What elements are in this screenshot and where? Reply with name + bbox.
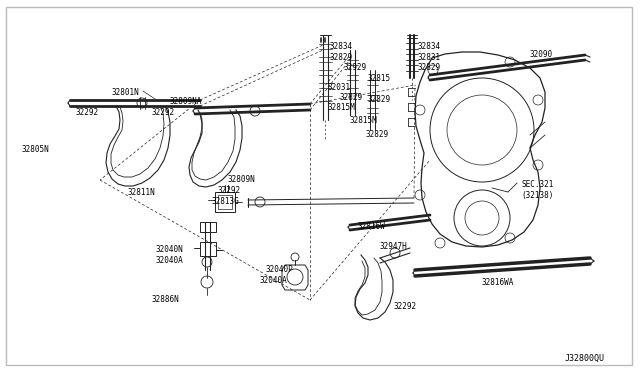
Text: 32040P: 32040P xyxy=(265,265,292,274)
Text: 32801N: 32801N xyxy=(112,88,140,97)
Text: 32292: 32292 xyxy=(218,186,241,195)
Text: 32811N: 32811N xyxy=(128,188,156,197)
Text: 32829: 32829 xyxy=(340,93,363,102)
Text: 32815M: 32815M xyxy=(327,103,355,112)
Text: 32829: 32829 xyxy=(365,130,388,139)
Text: 32805N: 32805N xyxy=(22,145,50,154)
Text: (32138): (32138) xyxy=(521,191,554,200)
Text: 32809N: 32809N xyxy=(228,175,256,184)
Text: 32815: 32815 xyxy=(368,74,391,83)
Text: 32292: 32292 xyxy=(75,108,98,117)
Text: J32800QU: J32800QU xyxy=(565,354,605,363)
Text: 32815M: 32815M xyxy=(350,116,378,125)
Text: 32829: 32829 xyxy=(418,63,441,72)
Text: 32292: 32292 xyxy=(393,302,416,311)
Text: 32292: 32292 xyxy=(152,108,175,117)
Text: 32816W: 32816W xyxy=(358,222,386,231)
Text: 32886N: 32886N xyxy=(152,295,180,304)
Text: 32831: 32831 xyxy=(418,53,441,62)
Text: 32040A: 32040A xyxy=(155,256,183,265)
Text: 32834: 32834 xyxy=(330,42,353,51)
Text: 32829: 32829 xyxy=(368,95,391,104)
Text: 32929: 32929 xyxy=(343,63,366,72)
Text: 32040A: 32040A xyxy=(260,276,288,285)
Text: 32809NA: 32809NA xyxy=(170,97,202,106)
Text: SEC.321: SEC.321 xyxy=(521,180,554,189)
Text: 32031: 32031 xyxy=(327,83,350,92)
Text: 32040N: 32040N xyxy=(155,245,183,254)
Text: 32829: 32829 xyxy=(330,53,353,62)
Text: 32947H: 32947H xyxy=(380,242,408,251)
Text: 32816WA: 32816WA xyxy=(482,278,515,287)
Text: 32834: 32834 xyxy=(418,42,441,51)
Text: 32090: 32090 xyxy=(530,50,553,59)
Text: 32813G: 32813G xyxy=(212,197,240,206)
